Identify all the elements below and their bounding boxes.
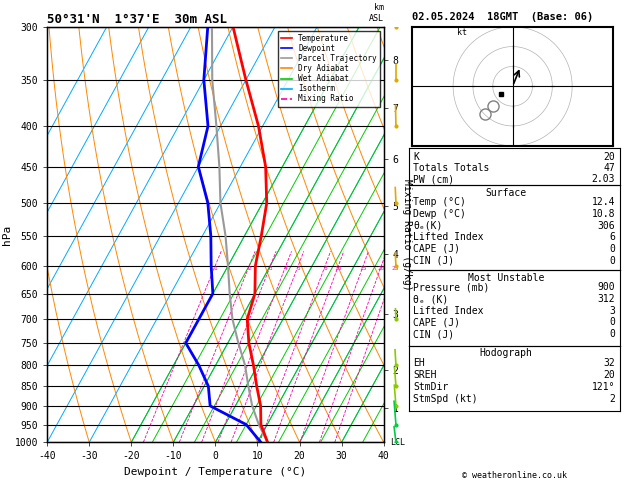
- Text: 5: 5: [296, 266, 300, 271]
- Text: 3: 3: [269, 266, 272, 271]
- Text: 4: 4: [284, 266, 287, 271]
- Text: 3: 3: [610, 306, 615, 316]
- Text: km
ASL: km ASL: [369, 3, 384, 22]
- Text: SREH: SREH: [413, 370, 437, 380]
- Y-axis label: hPa: hPa: [2, 225, 12, 244]
- Text: Dewp (°C): Dewp (°C): [413, 209, 466, 219]
- Text: 50°31'N  1°37'E  30m ASL: 50°31'N 1°37'E 30m ASL: [47, 13, 227, 26]
- Text: 20: 20: [603, 370, 615, 380]
- Text: 10: 10: [335, 266, 342, 271]
- Text: 306: 306: [598, 221, 615, 231]
- Text: 2.03: 2.03: [592, 174, 615, 185]
- Text: © weatheronline.co.uk: © weatheronline.co.uk: [462, 471, 567, 480]
- X-axis label: Dewpoint / Temperature (°C): Dewpoint / Temperature (°C): [125, 467, 306, 477]
- Text: 6: 6: [610, 232, 615, 243]
- Text: Pressure (mb): Pressure (mb): [413, 282, 489, 293]
- Text: Temp (°C): Temp (°C): [413, 197, 466, 208]
- Text: 2: 2: [247, 266, 251, 271]
- Text: 15: 15: [359, 266, 367, 271]
- Text: 20: 20: [603, 152, 615, 162]
- Text: 1: 1: [213, 266, 217, 271]
- Text: 900: 900: [598, 282, 615, 293]
- Text: CAPE (J): CAPE (J): [413, 317, 460, 328]
- Text: K: K: [413, 152, 419, 162]
- Text: CIN (J): CIN (J): [413, 256, 454, 266]
- Legend: Temperature, Dewpoint, Parcel Trajectory, Dry Adiabat, Wet Adiabat, Isotherm, Mi: Temperature, Dewpoint, Parcel Trajectory…: [277, 31, 380, 106]
- Text: 32: 32: [603, 358, 615, 368]
- Text: kt: kt: [457, 28, 467, 36]
- Text: 25: 25: [392, 266, 399, 271]
- Text: CIN (J): CIN (J): [413, 329, 454, 339]
- Text: 0: 0: [610, 329, 615, 339]
- Text: Hodograph: Hodograph: [479, 348, 533, 359]
- Y-axis label: Mixing Ratio (g/kg): Mixing Ratio (g/kg): [403, 179, 413, 290]
- Text: StmSpd (kt): StmSpd (kt): [413, 394, 478, 404]
- Text: Lifted Index: Lifted Index: [413, 306, 484, 316]
- Text: Most Unstable: Most Unstable: [468, 273, 544, 283]
- Text: StmDir: StmDir: [413, 382, 448, 392]
- Text: 0: 0: [610, 256, 615, 266]
- Text: LCL: LCL: [391, 438, 406, 447]
- Text: 10.8: 10.8: [592, 209, 615, 219]
- Text: θₑ (K): θₑ (K): [413, 294, 448, 304]
- Text: EH: EH: [413, 358, 425, 368]
- Text: 0: 0: [610, 244, 615, 254]
- Text: 20: 20: [377, 266, 385, 271]
- Text: 2: 2: [610, 394, 615, 404]
- Text: 0: 0: [610, 317, 615, 328]
- Text: θₑ(K): θₑ(K): [413, 221, 443, 231]
- Text: 121°: 121°: [592, 382, 615, 392]
- Text: PW (cm): PW (cm): [413, 174, 454, 185]
- Text: 8: 8: [323, 266, 327, 271]
- Text: Surface: Surface: [486, 188, 526, 198]
- Text: Lifted Index: Lifted Index: [413, 232, 484, 243]
- Text: 02.05.2024  18GMT  (Base: 06): 02.05.2024 18GMT (Base: 06): [412, 12, 593, 22]
- Text: 12.4: 12.4: [592, 197, 615, 208]
- Text: 47: 47: [603, 163, 615, 174]
- Text: Totals Totals: Totals Totals: [413, 163, 489, 174]
- Text: CAPE (J): CAPE (J): [413, 244, 460, 254]
- Text: 312: 312: [598, 294, 615, 304]
